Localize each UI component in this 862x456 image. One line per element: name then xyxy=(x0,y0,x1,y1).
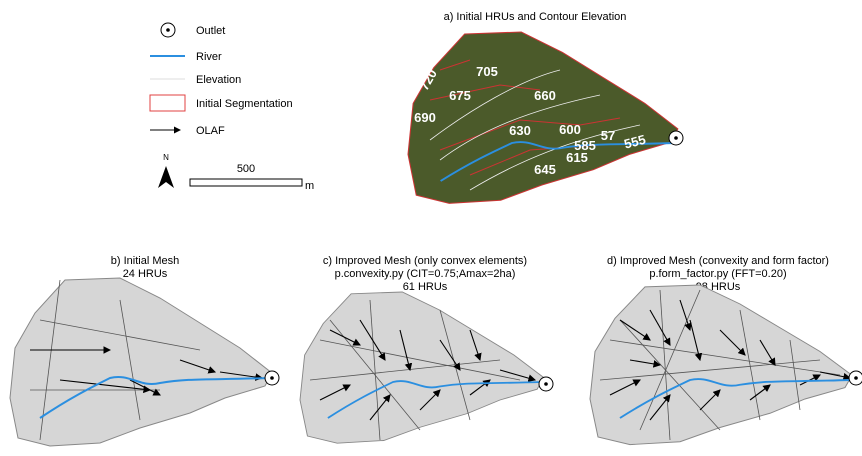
panel-title: c) Improved Mesh (only convex elements) xyxy=(323,255,527,267)
panel-a: a) Initial HRUs and Contour Elevation 72… xyxy=(408,11,683,203)
hru-count: 24 HRUs xyxy=(123,268,168,280)
contour-label: 57 xyxy=(601,128,615,143)
outlet xyxy=(669,131,683,145)
figure: Outlet River Elevation Initial Segmentat… xyxy=(0,0,862,451)
outlet xyxy=(849,371,862,385)
legend: Outlet River Elevation Initial Segmentat… xyxy=(150,23,314,192)
north-label: N xyxy=(163,153,169,162)
legend-river: River xyxy=(196,51,222,63)
legend-outlet: Outlet xyxy=(196,25,225,37)
legend-outlet-symbol xyxy=(161,23,175,37)
legend-segmentation: Initial Segmentation xyxy=(196,98,293,110)
panel-title: b) Initial Mesh xyxy=(111,255,179,267)
legend-olaf: OLAF xyxy=(196,125,225,137)
contour-label: 660 xyxy=(534,88,556,103)
hru-count: 61 HRUs xyxy=(403,281,448,293)
scale-bar xyxy=(190,179,302,186)
panel-d: d) Improved Mesh (convexity and form fac… xyxy=(590,255,862,445)
legend-segmentation-symbol xyxy=(150,95,185,111)
panel-title: a) Initial HRUs and Contour Elevation xyxy=(444,11,627,23)
outlet xyxy=(539,377,553,391)
scale-unit: m xyxy=(305,180,314,192)
contour-label: 645 xyxy=(534,162,556,177)
panel-c: c) Improved Mesh (only convex elements) … xyxy=(300,255,553,443)
panel-title: d) Improved Mesh (convexity and form fac… xyxy=(607,255,829,267)
contour-label: 630 xyxy=(509,123,531,138)
outlet xyxy=(265,371,279,385)
contour-label: 600 xyxy=(559,122,581,137)
contour-label: 675 xyxy=(449,88,471,103)
script: p.form_factor.py (FFT=0.20) xyxy=(649,268,786,280)
contour-label: 615 xyxy=(566,150,588,165)
contour-label: 690 xyxy=(414,110,436,125)
scale-length: 500 xyxy=(237,163,255,175)
legend-elevation: Elevation xyxy=(196,74,241,86)
watershed xyxy=(300,292,544,443)
north-arrow xyxy=(158,166,174,188)
panel-b: b) Initial Mesh 24 HRUs xyxy=(10,255,279,446)
watershed xyxy=(590,285,852,445)
watershed xyxy=(10,278,272,446)
terrain xyxy=(408,32,678,203)
script: p.convexity.py (CIT=0.75;Amax=2ha) xyxy=(335,268,516,280)
contour-label: 705 xyxy=(476,64,498,79)
